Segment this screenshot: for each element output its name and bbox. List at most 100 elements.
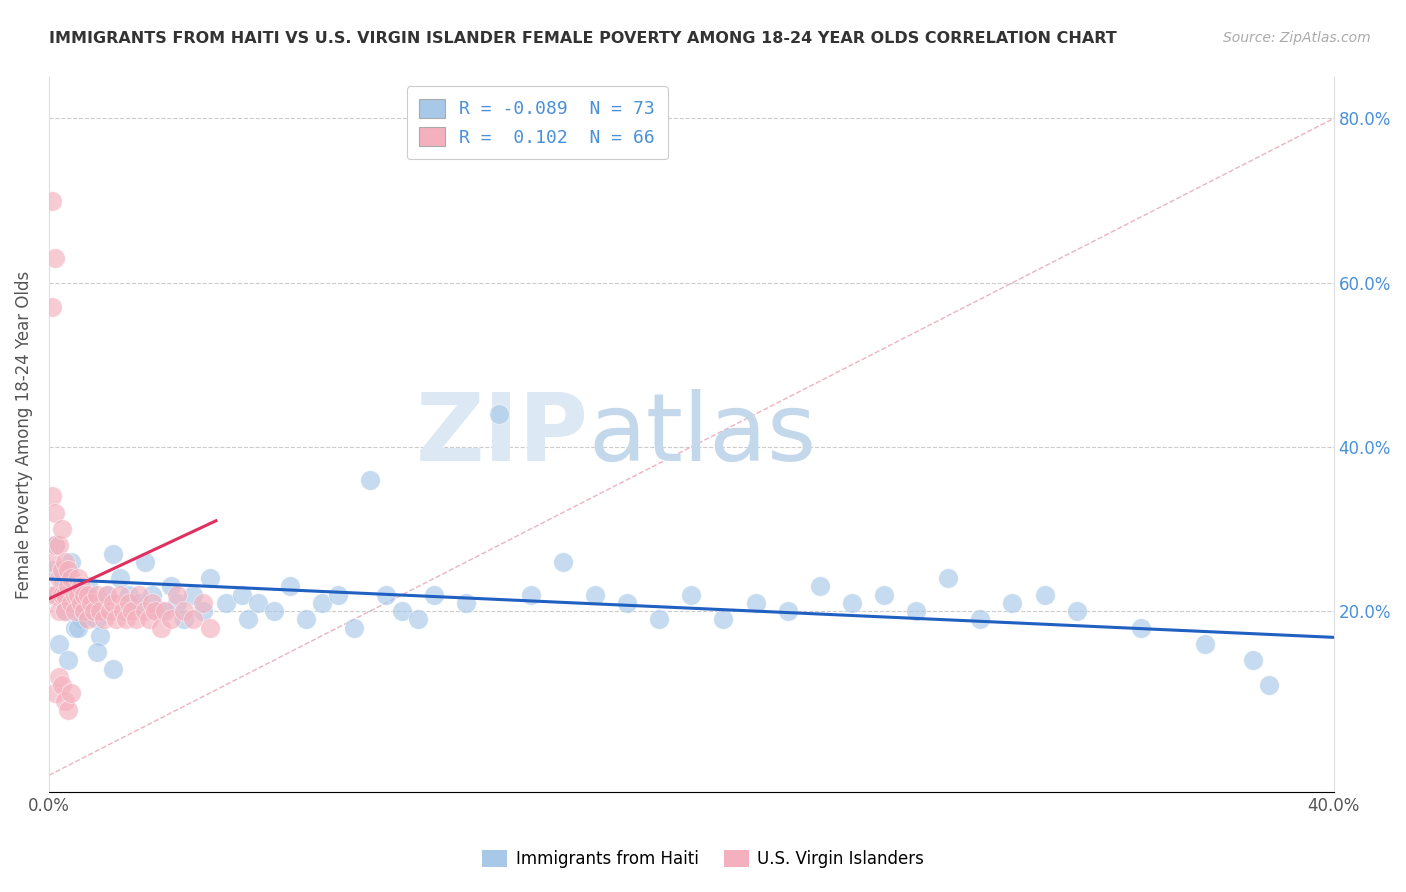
Point (63, 604, 86, 618)
Point (616, 596, 638, 610)
Point (44, 686, 66, 700)
Point (108, 571, 131, 585)
Point (153, 604, 176, 618)
Point (70, 596, 93, 610)
Point (456, 596, 478, 610)
Point (166, 588, 188, 602)
Point (73, 604, 96, 618)
Point (141, 588, 163, 602)
Point (359, 473, 381, 487)
Text: Source: ZipAtlas.com: Source: ZipAtlas.com (1223, 31, 1371, 45)
Point (60, 686, 83, 700)
Point (41, 555, 63, 569)
Point (808, 579, 831, 593)
Point (1066, 604, 1088, 618)
Point (143, 604, 166, 618)
Point (60, 555, 83, 569)
Point (648, 612, 671, 626)
Point (128, 588, 150, 602)
Point (125, 612, 148, 626)
Point (141, 596, 163, 610)
Point (160, 612, 183, 626)
Point (80, 596, 103, 610)
Point (58, 579, 80, 593)
Point (76, 579, 98, 593)
Point (93, 612, 115, 626)
Point (83, 604, 105, 618)
Point (48, 604, 70, 618)
Point (1194, 637, 1216, 651)
Point (583, 588, 606, 602)
Point (375, 588, 398, 602)
Point (44, 506, 66, 520)
Point (41, 489, 63, 503)
Point (191, 596, 214, 610)
Point (198, 571, 221, 585)
Point (41, 563, 63, 577)
Point (108, 588, 131, 602)
Point (121, 604, 143, 618)
Point (53, 604, 76, 618)
Point (60, 571, 83, 585)
Point (63, 588, 86, 602)
Point (1033, 588, 1056, 602)
Point (44, 538, 66, 552)
Point (41, 194, 63, 208)
Text: ZIP: ZIP (416, 389, 589, 481)
Point (98, 604, 121, 618)
Point (166, 596, 188, 610)
Point (744, 596, 766, 610)
Point (44, 588, 66, 602)
Point (53, 694, 76, 708)
Point (105, 612, 128, 626)
Point (86, 612, 108, 626)
Point (58, 653, 80, 667)
Point (76, 588, 98, 602)
Text: IMMIGRANTS FROM HAITI VS U.S. VIRGIN ISLANDER FEMALE POVERTY AMONG 18-24 YEAR OL: IMMIGRANTS FROM HAITI VS U.S. VIRGIN ISL… (49, 31, 1116, 46)
Point (51, 588, 73, 602)
Point (41, 301, 63, 315)
Point (263, 604, 285, 618)
Point (66, 588, 89, 602)
Point (343, 620, 366, 634)
Point (236, 612, 259, 626)
Point (115, 612, 138, 626)
Point (86, 645, 108, 659)
Point (423, 588, 446, 602)
Point (905, 604, 928, 618)
Point (150, 604, 173, 618)
Point (391, 604, 413, 618)
Point (295, 612, 318, 626)
Point (51, 522, 73, 536)
Point (66, 620, 89, 634)
Point (44, 251, 66, 265)
Point (76, 612, 98, 626)
Point (70, 612, 93, 626)
Point (118, 588, 141, 602)
Legend: Immigrants from Haiti, U.S. Virgin Islanders: Immigrants from Haiti, U.S. Virgin Islan… (475, 843, 931, 875)
Point (214, 596, 236, 610)
Point (1258, 678, 1281, 692)
Point (89, 604, 111, 618)
Point (86, 588, 108, 602)
Point (51, 678, 73, 692)
Point (173, 612, 195, 626)
Point (936, 571, 959, 585)
Point (231, 588, 253, 602)
Point (551, 555, 574, 569)
Point (183, 588, 205, 602)
Point (73, 604, 96, 618)
Point (53, 588, 76, 602)
Point (53, 604, 76, 618)
Point (48, 538, 70, 552)
Point (128, 596, 150, 610)
Point (969, 612, 991, 626)
Point (48, 588, 70, 602)
Point (48, 637, 70, 651)
Point (191, 604, 214, 618)
Y-axis label: Female Poverty Among 18-24 Year Olds: Female Poverty Among 18-24 Year Olds (15, 270, 32, 599)
Point (80, 596, 103, 610)
Point (138, 612, 160, 626)
Point (278, 579, 301, 593)
Point (841, 596, 863, 610)
